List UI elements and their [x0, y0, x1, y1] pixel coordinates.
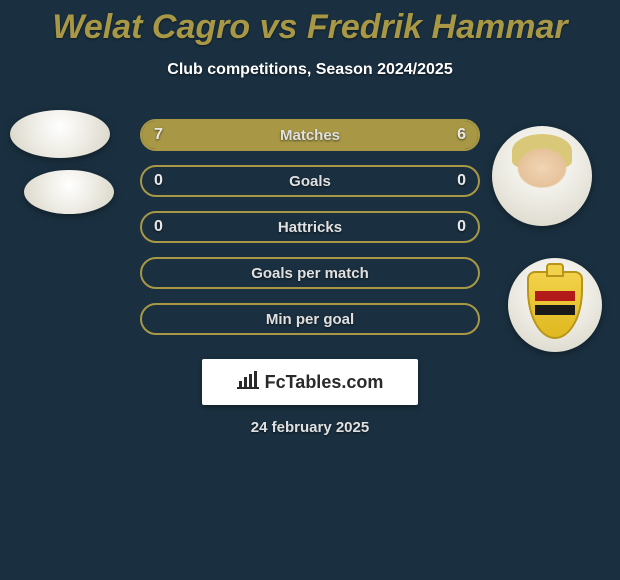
- stat-row: Min per goal: [140, 303, 480, 335]
- fctables-logo[interactable]: FcTables.com: [202, 359, 418, 405]
- stat-row: 0 0 Goals: [140, 165, 480, 197]
- stat-label: Goals: [289, 173, 331, 190]
- stat-fill-right: [323, 121, 478, 149]
- stat-value-right: 0: [457, 218, 466, 236]
- stat-value-left: 7: [154, 126, 163, 144]
- stat-label: Hattricks: [278, 219, 342, 236]
- subtitle: Club competitions, Season 2024/2025: [0, 61, 620, 79]
- date-label: 24 february 2025: [0, 419, 620, 436]
- stat-value-left: 0: [154, 172, 163, 190]
- stat-value-right: 6: [457, 126, 466, 144]
- player2-club-logo: [508, 258, 602, 352]
- player2-avatar: [492, 126, 592, 226]
- chart-icon: [237, 371, 259, 394]
- stat-row: 7 6 Matches: [140, 119, 480, 151]
- stat-row: 0 0 Hattricks: [140, 211, 480, 243]
- logo-text: FcTables.com: [265, 372, 384, 393]
- player1-avatar: [10, 110, 110, 158]
- stat-label: Min per goal: [266, 311, 354, 328]
- stat-value-left: 0: [154, 218, 163, 236]
- stat-row: Goals per match: [140, 257, 480, 289]
- stat-value-right: 0: [457, 172, 466, 190]
- player1-club-logo: [24, 170, 114, 214]
- page-title: Welat Cagro vs Fredrik Hammar: [0, 0, 620, 47]
- stat-label: Goals per match: [251, 265, 369, 282]
- stat-label: Matches: [280, 127, 340, 144]
